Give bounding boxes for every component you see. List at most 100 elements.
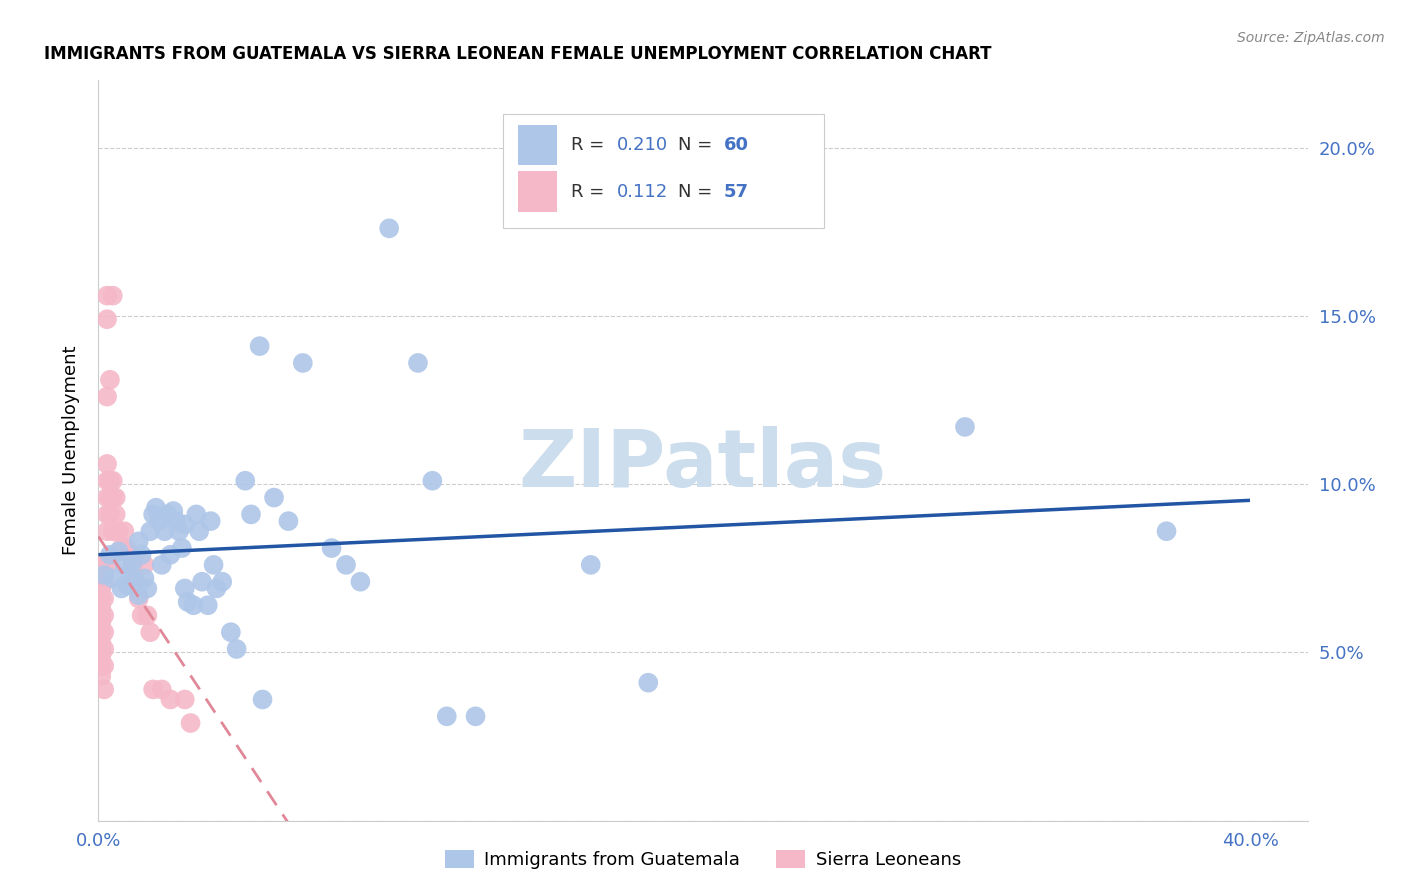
Text: N =: N = xyxy=(678,183,717,201)
Point xyxy=(101,491,124,505)
Point xyxy=(115,578,138,592)
Point xyxy=(131,548,153,562)
Point xyxy=(101,524,124,539)
Point xyxy=(93,574,115,589)
Point xyxy=(249,339,271,353)
FancyBboxPatch shape xyxy=(503,113,824,228)
Point xyxy=(107,524,129,539)
Point xyxy=(93,591,115,606)
Point xyxy=(167,524,190,539)
Point xyxy=(202,558,225,572)
Point xyxy=(464,709,486,723)
Text: R =: R = xyxy=(571,136,610,154)
Point xyxy=(150,558,173,572)
Point xyxy=(125,574,148,589)
Point xyxy=(90,625,112,640)
Point xyxy=(101,288,124,302)
Point xyxy=(93,658,115,673)
Point xyxy=(90,608,112,623)
Point xyxy=(120,548,142,562)
Point xyxy=(150,682,173,697)
Text: ZIPatlas: ZIPatlas xyxy=(519,426,887,504)
Point xyxy=(110,541,132,555)
Point xyxy=(90,565,112,579)
Point xyxy=(180,716,202,731)
Point xyxy=(156,508,179,522)
Point xyxy=(120,565,142,579)
Point xyxy=(197,599,219,613)
Point xyxy=(263,491,285,505)
Point xyxy=(128,534,150,549)
Point xyxy=(134,571,156,585)
Point xyxy=(90,635,112,649)
Point xyxy=(96,390,118,404)
FancyBboxPatch shape xyxy=(517,171,557,212)
Text: R =: R = xyxy=(571,183,616,201)
Point xyxy=(101,474,124,488)
Text: 60: 60 xyxy=(724,136,748,154)
Point xyxy=(436,709,458,723)
Point xyxy=(134,558,156,572)
Point xyxy=(107,544,129,558)
Point xyxy=(98,548,121,562)
Point xyxy=(142,682,165,697)
Point xyxy=(240,508,263,522)
Point xyxy=(186,508,208,522)
Point xyxy=(90,669,112,683)
Point xyxy=(128,588,150,602)
Point xyxy=(422,474,444,488)
FancyBboxPatch shape xyxy=(517,125,557,165)
Point xyxy=(131,608,153,623)
Point xyxy=(96,288,118,302)
Point xyxy=(165,514,187,528)
Point xyxy=(128,591,150,606)
Point xyxy=(90,591,112,606)
Point xyxy=(96,524,118,539)
Point xyxy=(90,642,112,657)
Text: IMMIGRANTS FROM GUATEMALA VS SIERRA LEONEAN FEMALE UNEMPLOYMENT CORRELATION CHAR: IMMIGRANTS FROM GUATEMALA VS SIERRA LEON… xyxy=(44,45,991,63)
Point xyxy=(159,548,181,562)
Point xyxy=(90,615,112,629)
Point xyxy=(219,625,242,640)
Point xyxy=(252,692,274,706)
Point xyxy=(277,514,299,528)
Point xyxy=(101,571,124,585)
Point xyxy=(115,541,138,555)
Point xyxy=(142,508,165,522)
Point xyxy=(953,420,976,434)
Point xyxy=(122,554,145,569)
Point xyxy=(122,558,145,572)
Text: 0.112: 0.112 xyxy=(617,183,668,201)
Point xyxy=(173,517,195,532)
Point xyxy=(173,692,195,706)
Point xyxy=(98,508,121,522)
Point xyxy=(173,582,195,596)
Point xyxy=(104,508,127,522)
Point xyxy=(93,558,115,572)
Point xyxy=(93,682,115,697)
Point xyxy=(93,625,115,640)
Point xyxy=(183,599,205,613)
Point xyxy=(96,312,118,326)
Point xyxy=(211,574,233,589)
Point xyxy=(153,524,176,539)
Point xyxy=(159,692,181,706)
Point xyxy=(225,642,247,657)
Point xyxy=(93,642,115,657)
Point xyxy=(136,582,159,596)
Point xyxy=(139,625,162,640)
Point xyxy=(139,524,162,539)
Text: N =: N = xyxy=(678,136,717,154)
Point xyxy=(162,504,184,518)
Point xyxy=(93,608,115,623)
Point xyxy=(104,491,127,505)
Point xyxy=(112,524,135,539)
Point xyxy=(291,356,314,370)
Text: 57: 57 xyxy=(724,183,748,201)
Point xyxy=(96,457,118,471)
Text: Source: ZipAtlas.com: Source: ZipAtlas.com xyxy=(1237,31,1385,45)
Point xyxy=(98,474,121,488)
Point xyxy=(349,574,371,589)
Point xyxy=(110,582,132,596)
Point xyxy=(321,541,343,555)
